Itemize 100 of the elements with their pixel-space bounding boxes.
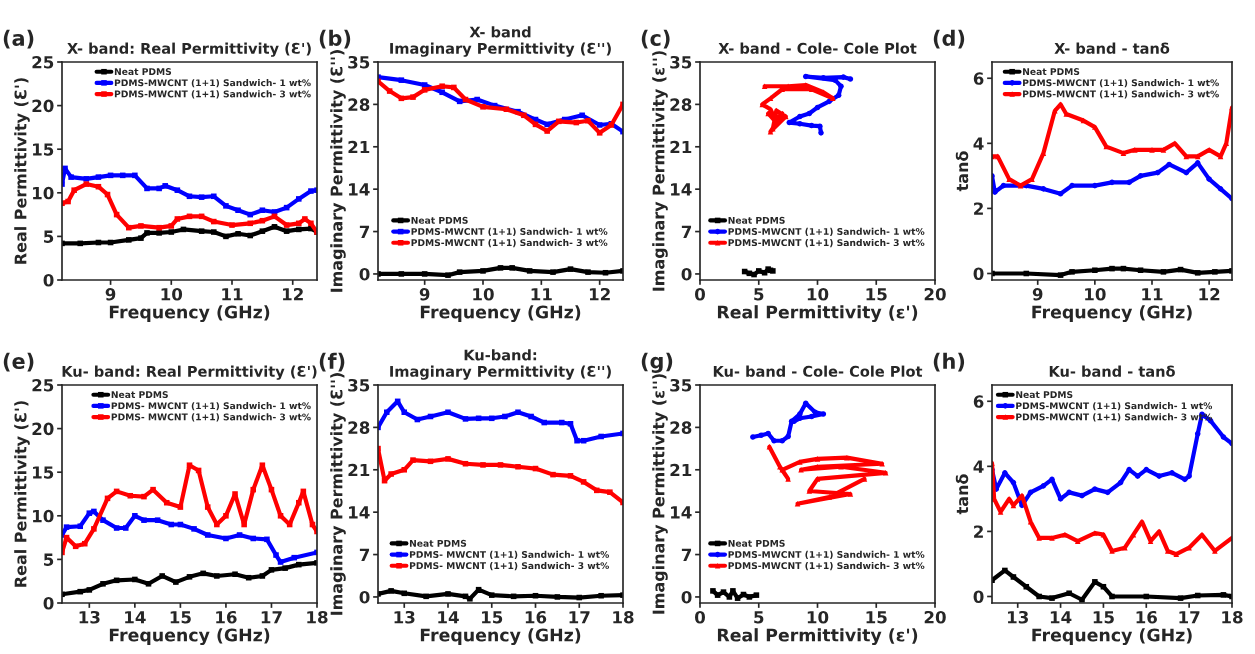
legend-label: PDMS- MWCNT (1+1) Sandwich- 3 wt% — [409, 562, 609, 571]
chart-title: Ku- band - tanδ — [1049, 365, 1175, 377]
legend-label: PDMS-MWCNT (1+1) Sandwich- 3 wt% — [728, 562, 925, 571]
x-tick-label: 14 — [1050, 611, 1072, 624]
chart-title: X- band Imaginary Permittivity (Ɛ'') — [390, 26, 611, 57]
y-tick-label: 14 — [671, 506, 692, 519]
y-axis-title: Imaginary Permittivity (Ɛ'') — [330, 50, 346, 292]
legend-label: PDMS- MWCNT (1+1) Sandwich- 3 wt% — [111, 413, 311, 422]
x-tick-label: 10 — [161, 287, 183, 301]
x-tick-label: 10 — [473, 287, 494, 301]
legend-label: PDMS-MWCNT (1+1) Sandwich- 1 wt% — [728, 550, 925, 560]
x-tick-label: 17 — [1179, 611, 1200, 624]
x-tick-label: 18 — [1222, 610, 1243, 624]
legend-label: PDMS-MWCNT (1+1) Sandwich- 3 wt% — [1023, 90, 1219, 99]
y-tick-label: 25 — [32, 55, 54, 69]
y-tick-label: 5 — [44, 230, 54, 243]
text: (f) — [319, 352, 345, 372]
x-axis-title: Frequency (GHz) — [420, 305, 581, 323]
y-tick-label: 4 — [973, 460, 984, 473]
legend-label: Neat PDMS — [114, 68, 172, 76]
y-tick-label: 14 — [349, 183, 370, 196]
x-axis-title: Frequency (GHz) — [1032, 305, 1192, 323]
text: (h) — [933, 352, 965, 372]
y-tick-label: 5 — [44, 553, 54, 566]
chart-title: X- band - tanδ — [1054, 42, 1170, 54]
y-tick-label: 7 — [359, 548, 370, 561]
legend-label: PDMS-MWCNT (1+1) Sandwich- 3 wt% — [728, 239, 925, 248]
legend-label: PDMS- MWCNT (1+1) Sandwich- 1 wt% — [111, 402, 311, 411]
y-tick-label: 7 — [681, 548, 692, 561]
legend-label: Neat PDMS — [728, 216, 785, 224]
x-tick-label: 14 — [438, 611, 459, 624]
legend-label: PDMS-MWCNT (1+1) Sandwich- 3 wt% — [411, 239, 608, 248]
legend-label: Neat PDMS — [1023, 68, 1080, 76]
legend-label: Neat PDMS — [411, 216, 468, 224]
y-tick-label: 6 — [973, 395, 984, 408]
y-axis-title: Real Permittivity (Ɛ') — [14, 401, 30, 587]
y-axis-title: Real Permittivity (Ɛ') — [14, 78, 30, 264]
x-tick-label: 9 — [419, 287, 430, 301]
y-tick-label: 0 — [681, 590, 692, 604]
legend-label: PDMS-MWCNT (1+1) Sandwich- 1 wt% — [114, 79, 311, 88]
y-axis-title: Imaginary Permittivity (ε'') — [652, 374, 668, 614]
legend-label: PDMS-MWCNT (1+1) Sandwich- 3 wt% — [114, 90, 311, 99]
y-tick-label: 0 — [359, 590, 370, 604]
legend-label: PDMS-MWCNT (1+1) Sandwich- 1 wt% — [1023, 79, 1219, 88]
y-tick-label: 0 — [681, 267, 692, 281]
y-axis-title: tanδ — [955, 151, 969, 192]
y-tick-label: 20 — [32, 422, 54, 436]
y-tick-label: 35 — [348, 55, 370, 69]
y-axis-title: Imaginary Permittivity (Ɛ'') — [330, 373, 346, 615]
y-tick-label: 2 — [974, 525, 983, 538]
x-tick-label: 16 — [1136, 610, 1157, 624]
x-tick-label: 13 — [79, 610, 100, 624]
x-tick-label: 17 — [569, 611, 590, 624]
y-tick-label: 35 — [670, 55, 692, 69]
y-tick-label: 15 — [33, 143, 54, 156]
x-tick-label: 10 — [1085, 287, 1106, 301]
x-axis-title: Real Permittivity (ε') — [717, 305, 918, 323]
x-tick-label: 20 — [924, 287, 946, 301]
x-tick-label: 18 — [307, 610, 328, 624]
y-tick-label: 35 — [348, 378, 370, 392]
y-axis-title: Imaginary Permittivity (ε'') — [652, 51, 668, 291]
legend-label: PDMS-MWCNT (1+1) Sandwich- 1 wt% — [411, 227, 608, 237]
x-axis-title: Frequency (GHz) — [109, 628, 270, 646]
x-tick-label: 15 — [1093, 611, 1114, 624]
chart-title: X- band - Cole- Cole Plot — [718, 42, 917, 54]
text: (e) — [3, 352, 34, 372]
y-tick-label: 2 — [974, 202, 983, 215]
legend-label: PDMS-MWCNT (1+1) Sandwich- 1 wt% — [1016, 402, 1213, 411]
x-tick-label: 5 — [754, 611, 764, 624]
x-tick-label: 20 — [924, 610, 946, 624]
x-tick-label: 15 — [866, 611, 887, 624]
x-tick-label: 12 — [283, 287, 303, 301]
x-tick-label: 18 — [613, 610, 634, 624]
legend-label: Neat PDMS — [1016, 391, 1073, 399]
x-tick-label: 9 — [1032, 287, 1043, 301]
y-tick-label: 0 — [43, 273, 54, 287]
y-tick-label: 7 — [359, 225, 370, 238]
y-tick-label: 14 — [671, 183, 692, 196]
y-tick-label: 28 — [348, 421, 370, 434]
y-tick-label: 21 — [670, 140, 692, 154]
x-axis-title: Frequency (GHz) — [109, 305, 270, 323]
x-tick-label: 9 — [105, 287, 116, 301]
y-tick-label: 7 — [681, 225, 692, 238]
x-tick-label: 10 — [807, 610, 829, 624]
chart-title: Ku-band: Imaginary Permittivity (Ɛ'') — [390, 349, 611, 380]
x-tick-label: 14 — [125, 611, 146, 624]
x-axis-title: Frequency (GHz) — [420, 628, 581, 646]
x-tick-label: 15 — [866, 288, 887, 301]
y-tick-label: 20 — [32, 99, 54, 113]
x-tick-label: 13 — [394, 610, 415, 624]
y-tick-label: 14 — [349, 506, 370, 519]
y-tick-label: 28 — [670, 421, 692, 434]
y-tick-label: 25 — [32, 378, 54, 392]
x-tick-label: 10 — [807, 287, 829, 301]
y-tick-label: 21 — [670, 463, 692, 477]
x-tick-label: 11 — [1142, 288, 1163, 301]
x-tick-label: 0 — [695, 287, 705, 301]
legend-label: Neat PDMS — [728, 539, 785, 547]
text: (a) — [3, 29, 34, 49]
chart-title: Ku- band: Real Permittivity (Ɛ') — [62, 365, 317, 380]
